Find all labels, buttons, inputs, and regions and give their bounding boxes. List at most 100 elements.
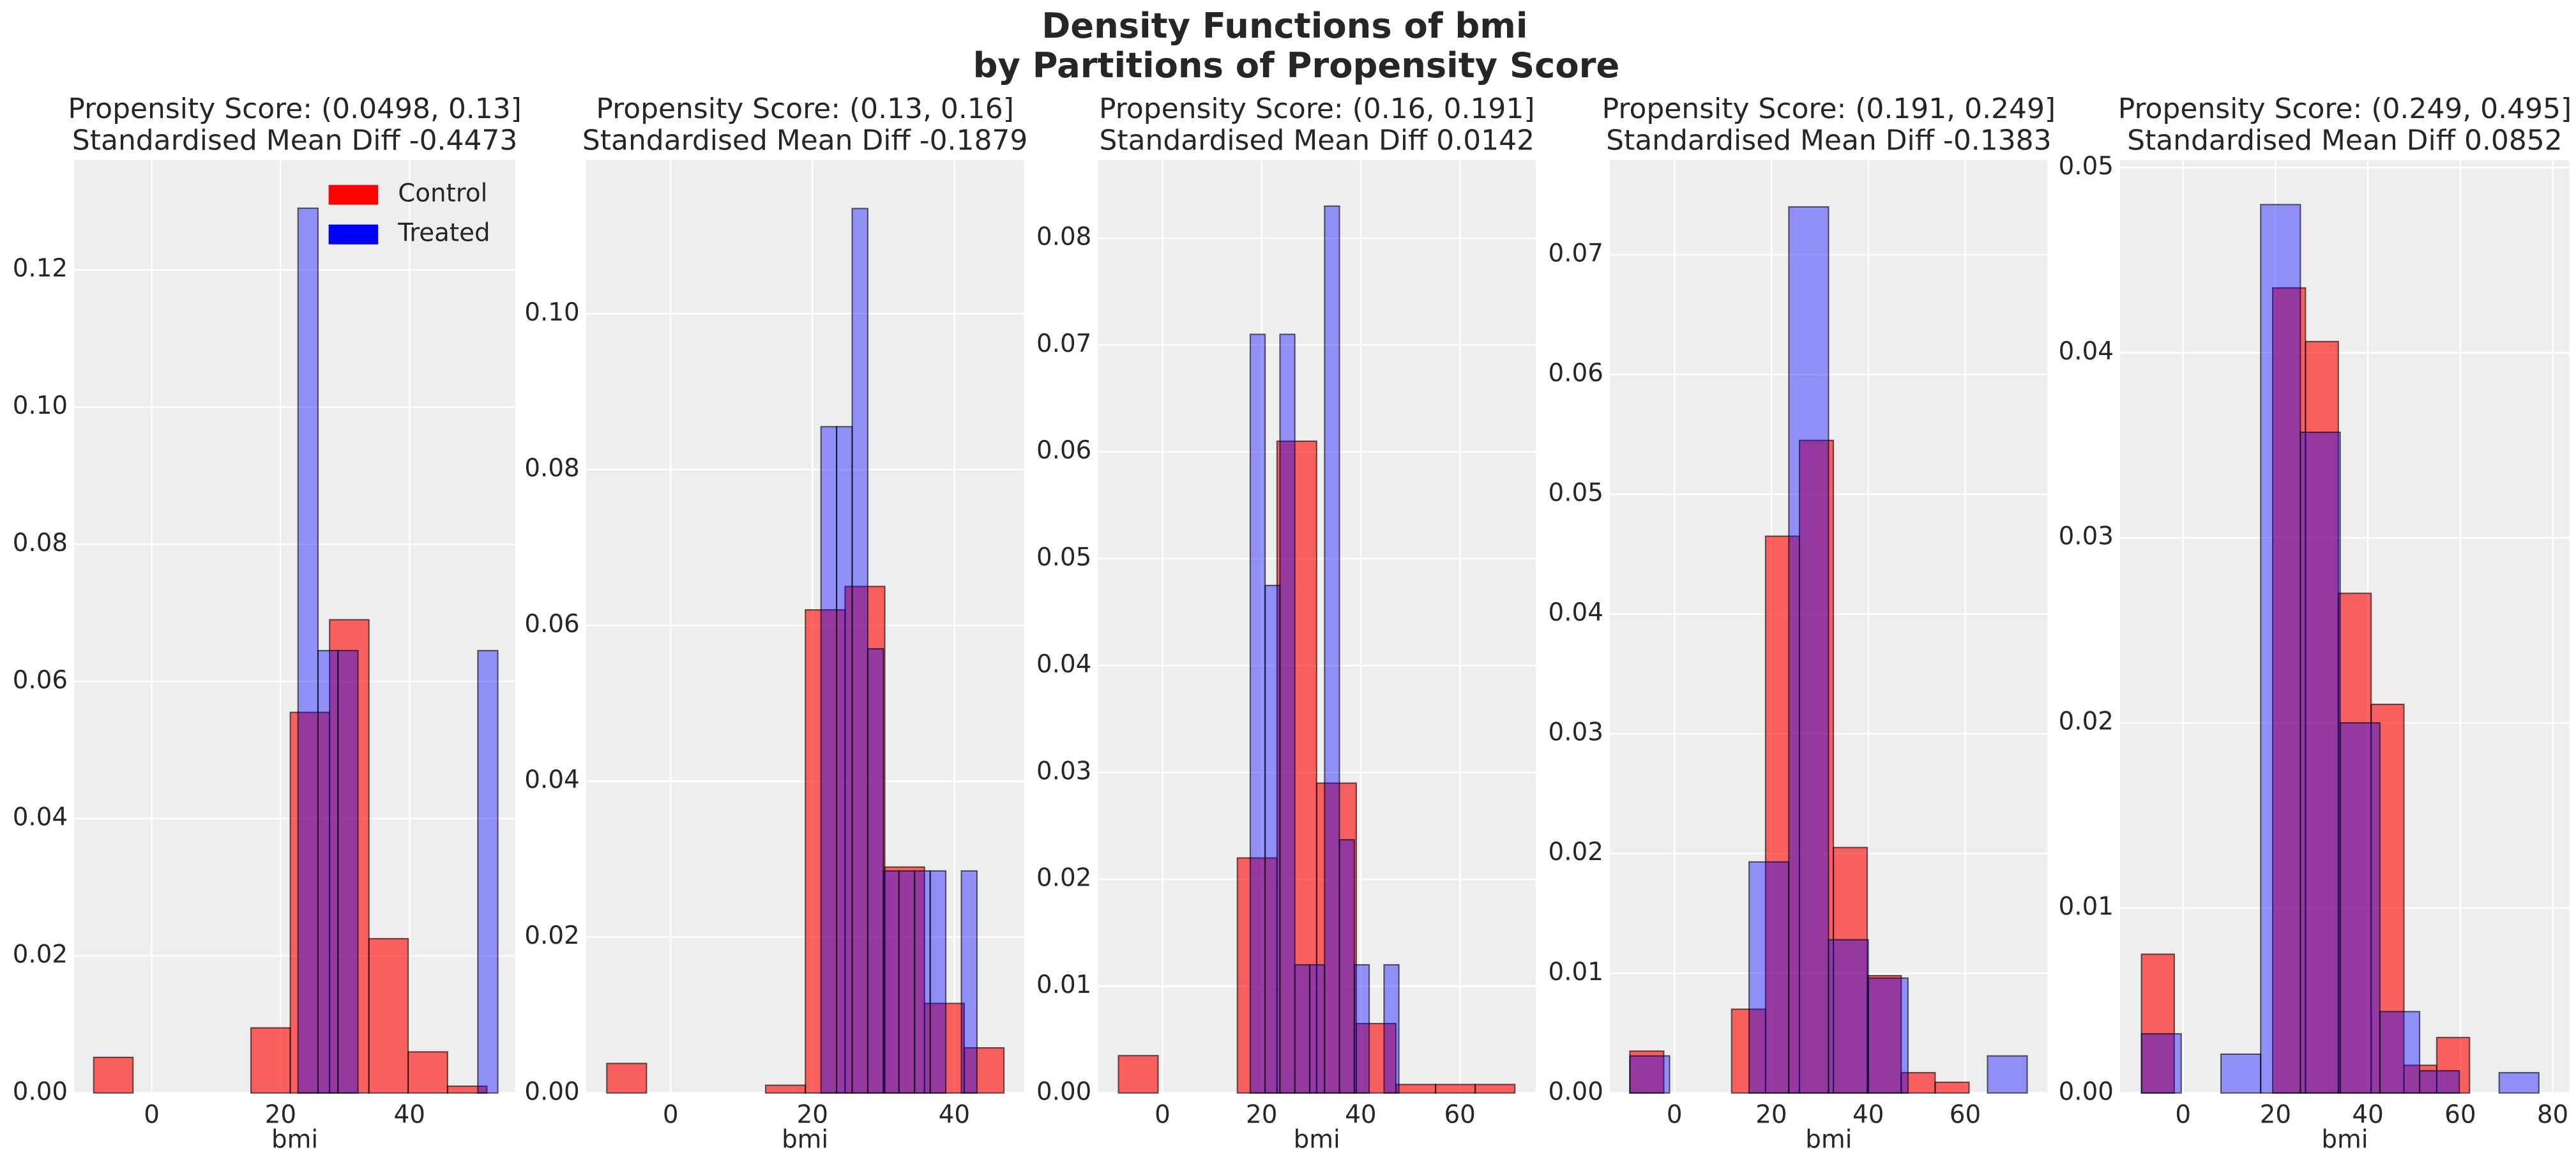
- panel-title: Propensity Score: (0.249, 0.495]: [2118, 93, 2572, 125]
- histogram-bar: [2140, 1033, 2182, 1094]
- histogram-bar: [1383, 964, 1400, 1094]
- histogram-bar: [1264, 584, 1281, 1094]
- x-tick-label: 80: [2537, 1101, 2568, 1130]
- y-tick-label: 0.06: [1036, 436, 1091, 465]
- panel-subtitle: Standardised Mean Diff -0.1383: [1606, 124, 2051, 156]
- histogram-bar: [914, 870, 931, 1094]
- histogram-bar: [867, 648, 884, 1094]
- histogram-bar: [898, 870, 916, 1094]
- histogram-bar: [1867, 977, 1909, 1094]
- histogram-bar: [1629, 1055, 1671, 1094]
- y-tick-label: 0.02: [1549, 838, 1603, 866]
- y-tick-label: 0.00: [1549, 1077, 1603, 1106]
- panel-subtitle: Standardised Mean Diff -0.1879: [582, 124, 1027, 156]
- histogram-bar: [1788, 206, 1830, 1094]
- histogram-bar: [297, 207, 319, 1094]
- panel: Propensity Score: (0.249, 0.495]Standard…: [2059, 93, 2572, 1154]
- histogram-bar: [1294, 964, 1311, 1094]
- y-tick-label: 0.02: [13, 940, 68, 969]
- x-axis-label: bmi: [271, 1125, 318, 1154]
- y-tick-label: 0.01: [1549, 958, 1603, 986]
- histogram-bar: [1279, 333, 1296, 1094]
- y-tick-label: 0.06: [1549, 359, 1603, 388]
- figure-title: by Partitions of Propensity Score: [973, 45, 1620, 86]
- y-tick-label: 0.06: [13, 666, 68, 695]
- y-tick-label: 0.02: [1036, 864, 1091, 893]
- histogram-bar: [93, 1056, 134, 1094]
- histogram-bar: [2299, 431, 2341, 1094]
- histogram-bar: [851, 208, 868, 1094]
- legend-swatch: [328, 185, 379, 205]
- histogram-bar: [2419, 1070, 2460, 1094]
- histogram-bar: [1338, 839, 1355, 1094]
- panel: Propensity Score: (0.191, 0.249]Standard…: [1549, 93, 2056, 1154]
- y-tick-label: 0.03: [1036, 757, 1091, 785]
- histogram-bar: [1833, 847, 1868, 1094]
- x-axis-label: bmi: [1805, 1125, 1852, 1154]
- histogram-bar: [250, 1027, 291, 1094]
- histogram-bar: [1934, 1081, 1970, 1094]
- histogram-bar: [2379, 1011, 2421, 1094]
- y-tick-label: 0.05: [2059, 152, 2114, 181]
- legend-swatch: [328, 224, 379, 245]
- x-tick-label: 40: [939, 1101, 970, 1130]
- y-tick-label: 0.00: [1036, 1077, 1091, 1106]
- x-tick-label: 40: [2352, 1101, 2383, 1130]
- x-tick-label: 0: [1667, 1101, 1683, 1130]
- y-tick-label: 0.10: [13, 391, 68, 420]
- histogram-bar: [1315, 782, 1357, 1094]
- panel: Propensity Score: (0.16, 0.191]Standardi…: [1036, 93, 1536, 1154]
- histogram-bar: [963, 1047, 1005, 1094]
- y-tick-label: 0.04: [13, 803, 68, 832]
- histogram-bar: [1324, 205, 1340, 1094]
- histogram-bar: [446, 1085, 488, 1094]
- histogram-bar: [1828, 939, 1869, 1094]
- histogram-bar: [317, 649, 339, 1094]
- y-tick-label: 0.02: [524, 921, 579, 950]
- histogram-bar: [477, 649, 499, 1094]
- histogram-bar: [2498, 1071, 2540, 1094]
- histogram-bar: [1867, 974, 1902, 1094]
- histogram-bar: [1435, 1084, 1476, 1094]
- figure-title: Density Functions of bmi: [1042, 6, 1527, 46]
- histogram-bar: [884, 866, 925, 1094]
- histogram-bar: [1474, 1084, 1516, 1094]
- x-tick-label: 40: [1345, 1101, 1376, 1130]
- y-tick-label: 0.02: [2059, 707, 2114, 736]
- x-tick-label: 20: [265, 1101, 296, 1130]
- legend-label: Treated: [397, 219, 490, 248]
- histogram-bar: [820, 426, 838, 1094]
- y-tick-label: 0.00: [524, 1077, 579, 1106]
- x-tick-label: 0: [663, 1101, 679, 1130]
- x-axis-label: bmi: [1294, 1125, 1340, 1154]
- histogram-bar: [2260, 204, 2301, 1094]
- legend-label: Control: [398, 179, 487, 208]
- histogram-bar: [2370, 704, 2405, 1094]
- histogram-bar: [1353, 964, 1370, 1094]
- histogram-bar: [764, 1084, 807, 1094]
- histogram-bar: [1395, 1084, 1437, 1094]
- y-tick-label: 0.03: [1549, 718, 1603, 747]
- x-axis-label: bmi: [782, 1125, 828, 1154]
- histogram-bar: [836, 426, 853, 1094]
- histogram-bar: [1355, 1022, 1397, 1094]
- x-tick-label: 0: [144, 1101, 160, 1130]
- y-tick-label: 0.06: [524, 610, 579, 639]
- y-tick-label: 0.05: [1036, 543, 1091, 572]
- histogram-bar: [2339, 722, 2381, 1094]
- histogram-bar: [1748, 861, 1790, 1094]
- y-tick-label: 0.01: [2059, 892, 2114, 921]
- y-tick-label: 0.04: [524, 766, 579, 794]
- histogram-bar: [337, 649, 359, 1094]
- panel-subtitle: Standardised Mean Diff 0.0142: [1099, 124, 1534, 156]
- y-tick-label: 0.04: [1036, 650, 1091, 679]
- x-tick-label: 20: [1755, 1101, 1787, 1130]
- histogram-bar: [368, 938, 409, 1094]
- panel: Propensity Score: (0.0498, 0.13]Standard…: [13, 93, 522, 1154]
- y-tick-label: 0.04: [1549, 598, 1603, 627]
- y-tick-label: 0.08: [524, 454, 579, 483]
- x-tick-label: 20: [797, 1101, 828, 1130]
- panel-subtitle: Standardised Mean Diff -0.4473: [72, 124, 517, 156]
